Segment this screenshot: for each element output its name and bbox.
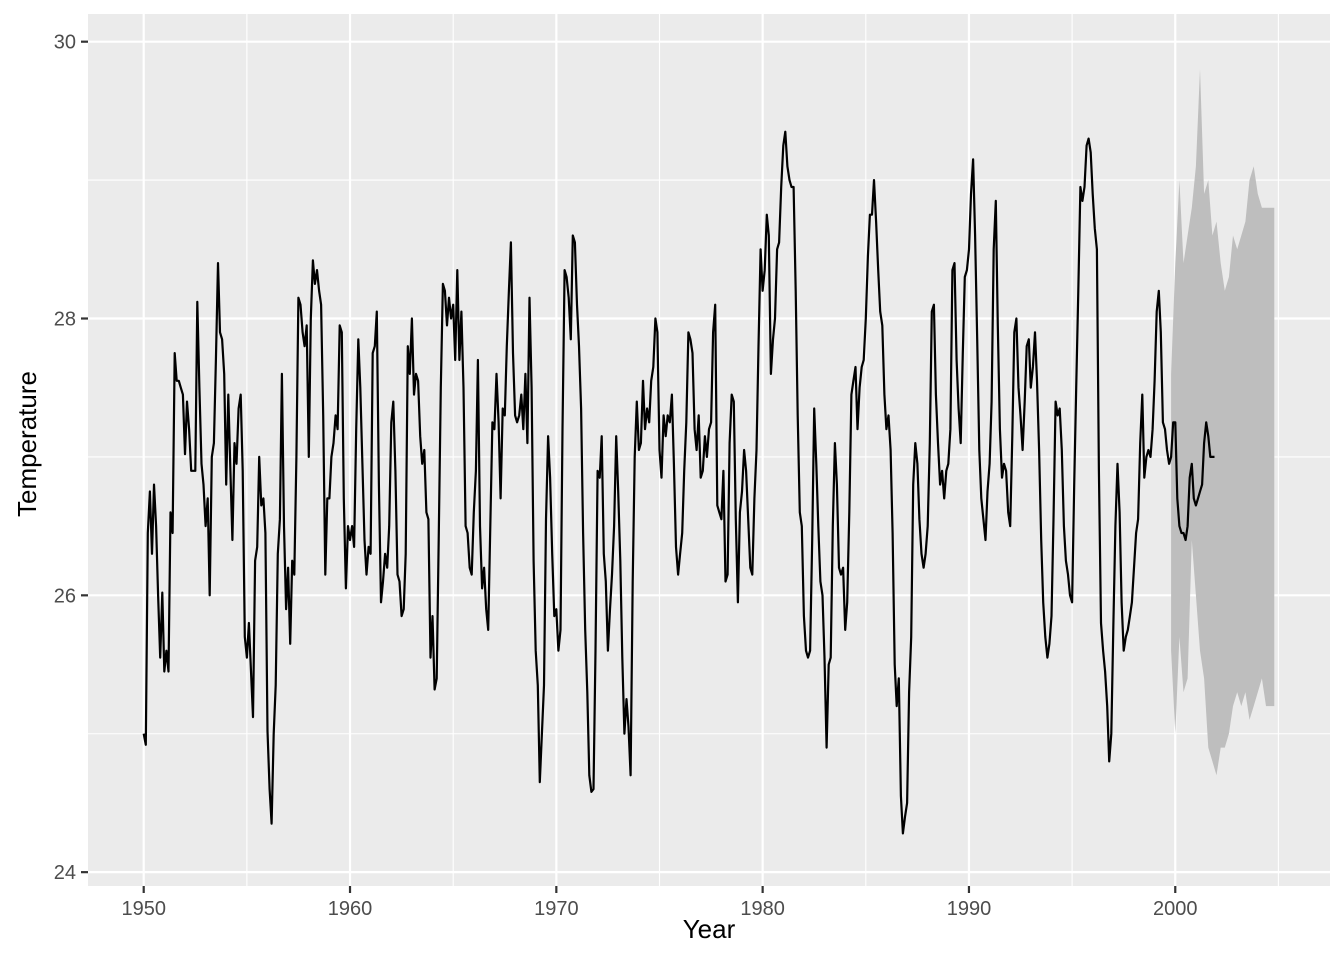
x-tick-label: 1980 [740,898,785,920]
x-tick-label: 1950 [121,898,166,920]
y-tick-label: 26 [54,585,76,607]
major-grid [88,14,1330,886]
x-axis-title: Year [683,914,736,944]
forecast-interval-band [1171,69,1275,776]
y-tick-label: 28 [54,309,76,331]
x-tick-label: 1990 [947,898,992,920]
y-axis: 24 26 28 30 [54,32,88,884]
temperature-line [142,130,1215,835]
plot-panel [88,14,1330,886]
y-tick-label: 30 [54,32,76,54]
y-tick-label: 24 [54,862,76,884]
y-axis-title: Temperature [12,371,42,517]
x-axis: 1950 1960 1970 1980 1990 2000 [121,886,1198,920]
x-tick-label: 1970 [534,898,579,920]
x-tick-label: 1960 [328,898,373,920]
x-tick-label: 2000 [1153,898,1198,920]
